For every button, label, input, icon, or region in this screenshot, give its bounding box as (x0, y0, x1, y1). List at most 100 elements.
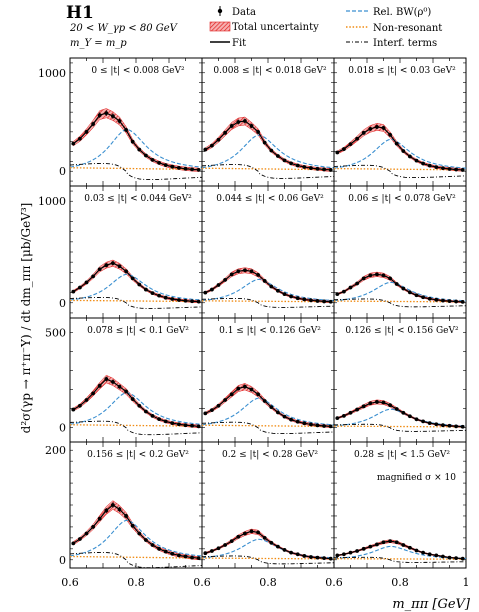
fit-line (72, 378, 199, 427)
uncertainty-band (337, 271, 463, 303)
data-point (276, 544, 280, 549)
data-point (177, 553, 181, 558)
data-point (342, 289, 346, 294)
data-point (144, 287, 148, 292)
data-point (183, 554, 188, 559)
data-point (394, 282, 399, 286)
data-point (355, 136, 359, 141)
data-point (315, 166, 320, 171)
data-point (216, 403, 221, 408)
legend-item-interf: Interf. terms (346, 38, 437, 49)
data-point (163, 549, 168, 554)
interference-component-line (201, 297, 335, 308)
data-point (183, 423, 188, 428)
data-point (130, 139, 135, 144)
data-point (177, 298, 181, 302)
y-tick-label: 0 (59, 297, 66, 310)
bw-component-line (69, 128, 203, 168)
data-point (361, 276, 366, 281)
data-point (375, 400, 379, 404)
data-point (243, 119, 247, 123)
data-point (256, 129, 260, 134)
data-point (196, 556, 201, 561)
data-point (104, 508, 109, 513)
data-point (401, 543, 406, 547)
data-point (348, 142, 353, 147)
data-point (243, 268, 247, 273)
data-point (276, 288, 280, 293)
data-point (348, 550, 353, 555)
data-point (302, 554, 307, 558)
data-point (150, 158, 155, 162)
data-point (309, 422, 313, 427)
data-point (441, 166, 445, 171)
data-point (203, 551, 208, 556)
data-point (388, 539, 392, 544)
data-point (111, 503, 115, 507)
data-point (328, 424, 333, 429)
panel-t-range-label: 0.2 ≤ |t| < 0.28 GeV² (222, 450, 318, 460)
data-point (78, 136, 82, 141)
panel-t-range-label: 0.03 ≤ |t| < 0.044 GeV² (84, 194, 192, 204)
data-point (117, 384, 122, 389)
data-point (262, 140, 267, 145)
magnification-note: magnified σ × 10 (377, 473, 456, 483)
data-point (97, 383, 102, 388)
data-point (322, 167, 326, 172)
data-point (124, 127, 128, 132)
y-tick-label: 1000 (38, 195, 66, 208)
panel-t-range-label: 0.126 ≤ |t| < 0.156 GeV² (345, 326, 459, 336)
data-point (243, 384, 247, 389)
data-point (276, 154, 280, 158)
data-point (401, 149, 406, 153)
data-point (78, 537, 82, 541)
y-tick-label: 200 (45, 444, 66, 457)
data-point (71, 407, 76, 412)
data-point (295, 419, 300, 424)
panel-t-range-label: 0.06 ≤ |t| < 0.078 GeV² (348, 194, 456, 204)
data-point (243, 531, 247, 536)
y-tick-label: 500 (45, 326, 66, 339)
data-point (130, 276, 135, 281)
data-point (441, 298, 445, 303)
data-point (78, 403, 82, 408)
data-point (401, 410, 406, 415)
data-point (421, 550, 425, 555)
data-point (177, 422, 181, 427)
data-point (144, 153, 148, 158)
x-tick-label: 0.8 (391, 576, 409, 589)
data-point (262, 399, 267, 403)
data-point (421, 419, 425, 424)
data-point (322, 299, 326, 304)
data-point (71, 141, 76, 146)
legend-item-fit: Fit (210, 38, 246, 49)
legend-label-total-uncertainty: Total uncertainty (232, 22, 319, 33)
data-point (256, 392, 260, 397)
data-point (150, 413, 155, 418)
data-point (91, 525, 95, 529)
data-point (249, 529, 254, 534)
data-point (236, 534, 241, 539)
data-point (447, 299, 452, 304)
data-point (421, 161, 425, 166)
panel-t-range-label: 0.044 ≤ |t| < 0.06 GeV² (216, 194, 324, 204)
hatch-swatch-icon (209, 21, 231, 32)
data-point (335, 150, 340, 155)
data-point (368, 544, 373, 549)
data-point (104, 263, 109, 268)
data-point (328, 168, 333, 172)
interference-component-line (333, 556, 467, 563)
x-axis-title: m_ππ [GeV] (392, 597, 471, 612)
data-point (71, 541, 76, 546)
data-point (163, 163, 168, 168)
y-tick-label: 0 (59, 422, 66, 435)
data-point (342, 147, 346, 151)
data-point (157, 293, 162, 298)
panel-t-range-label: 0.018 ≤ |t| < 0.03 GeV² (348, 66, 456, 76)
data-point (289, 294, 293, 299)
data-point (454, 424, 458, 429)
kinematic-range-w: 20 < W_γp < 80 GeV (69, 23, 179, 34)
x-tick-labels: 0.6 0.8 0.6 0.8 0.6 0.8 1 (61, 576, 469, 589)
data-point (256, 272, 260, 277)
legend-label-nonres: Non-resonant (373, 23, 442, 34)
